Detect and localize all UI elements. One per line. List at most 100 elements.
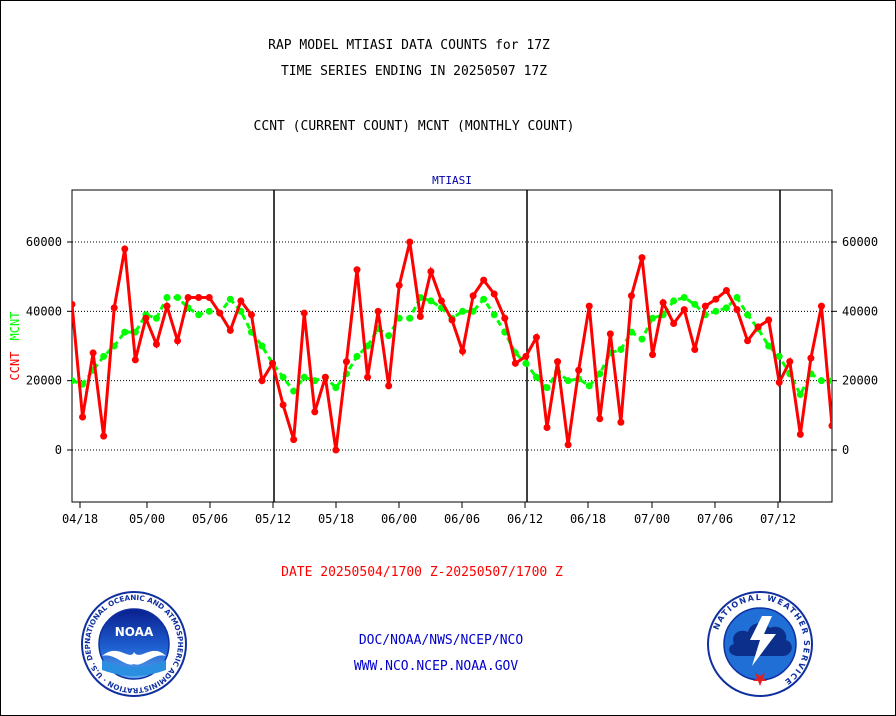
point-ccnt	[627, 292, 635, 300]
point-ccnt	[532, 333, 540, 341]
point-ccnt	[121, 245, 129, 253]
chart-title-line1: RAP MODEL MTIASI DATA COUNTS for 17Z	[268, 38, 550, 53]
point-ccnt	[701, 302, 709, 310]
point-ccnt	[680, 306, 688, 314]
point-mcnt	[712, 307, 720, 315]
point-ccnt	[617, 418, 625, 426]
point-mcnt	[258, 342, 266, 350]
point-ccnt	[300, 309, 308, 317]
point-mcnt	[733, 293, 741, 301]
point-ccnt	[585, 302, 593, 310]
point-mcnt	[765, 342, 773, 350]
point-mcnt	[163, 293, 171, 301]
series-line-ccnt	[72, 241, 832, 451]
point-ccnt	[79, 413, 87, 421]
point-mcnt	[522, 359, 530, 367]
y-tick-label-right: 60000	[842, 235, 878, 249]
point-ccnt	[427, 267, 435, 275]
point-ccnt	[459, 347, 467, 355]
x-tick-label: 07/06	[697, 512, 733, 526]
point-ccnt	[131, 356, 139, 364]
point-ccnt	[290, 436, 298, 444]
point-ccnt	[247, 311, 255, 319]
point-mcnt	[564, 377, 572, 385]
point-ccnt	[258, 377, 266, 385]
point-ccnt	[765, 316, 773, 324]
point-mcnt	[100, 352, 108, 360]
point-ccnt	[364, 373, 372, 381]
point-ccnt	[744, 337, 752, 345]
point-mcnt	[427, 297, 435, 305]
point-ccnt	[374, 307, 382, 315]
plot-title: MTIASI	[432, 174, 472, 187]
point-ccnt	[279, 401, 287, 409]
point-ccnt	[712, 295, 720, 303]
ylabel-ccnt: CCNT	[8, 352, 22, 381]
point-ccnt	[237, 297, 245, 305]
x-tick-label: 06/12	[507, 512, 543, 526]
point-mcnt	[226, 295, 234, 303]
point-ccnt	[596, 415, 604, 423]
point-ccnt	[448, 316, 456, 324]
y-tick-label-right: 0	[842, 443, 849, 457]
point-ccnt	[754, 323, 762, 331]
point-mcnt	[680, 293, 688, 301]
point-ccnt	[670, 319, 678, 327]
noaa-label: NOAA	[115, 625, 154, 639]
y-tick-label-left: 40000	[26, 304, 62, 318]
point-ccnt	[321, 373, 329, 381]
x-tick-label: 05/06	[192, 512, 228, 526]
point-ccnt	[416, 313, 424, 321]
point-mcnt	[121, 328, 129, 336]
point-mcnt	[332, 384, 340, 392]
x-tick-label: 06/00	[381, 512, 417, 526]
point-ccnt	[353, 266, 361, 274]
point-mcnt	[744, 311, 752, 319]
point-mcnt	[279, 373, 287, 381]
x-tick-label: 04/18	[62, 512, 98, 526]
x-tick-label: 06/18	[570, 512, 606, 526]
x-tick-label: 05/18	[318, 512, 354, 526]
point-ccnt	[163, 302, 171, 310]
point-ccnt	[469, 292, 477, 300]
point-ccnt	[786, 358, 794, 366]
point-ccnt	[522, 352, 530, 360]
point-ccnt	[511, 359, 519, 367]
point-mcnt	[596, 370, 604, 378]
point-mcnt	[353, 352, 361, 360]
plot-border	[71, 189, 833, 503]
point-mcnt	[385, 332, 393, 340]
noaa-logo-icon: NATIONAL OCEANIC AND ATMOSPHERIC ADMINIS…	[80, 590, 187, 697]
chart-title-line2: TIME SERIES ENDING IN 20250507 17Z	[280, 64, 548, 79]
x-tick-label: 07/00	[634, 512, 670, 526]
point-ccnt	[575, 366, 583, 374]
point-mcnt	[406, 314, 414, 322]
point-mcnt	[691, 300, 699, 308]
point-mcnt	[543, 384, 551, 392]
point-ccnt	[406, 238, 414, 246]
point-mcnt	[290, 387, 298, 395]
point-ccnt	[437, 297, 445, 305]
point-mcnt	[817, 377, 825, 385]
point-ccnt	[195, 293, 203, 301]
point-ccnt	[501, 314, 509, 322]
point-ccnt	[691, 345, 699, 353]
point-ccnt	[775, 378, 783, 386]
point-ccnt	[72, 300, 76, 308]
point-ccnt	[100, 432, 108, 440]
point-ccnt	[543, 423, 551, 431]
point-mcnt	[649, 314, 657, 322]
point-mcnt	[722, 304, 730, 312]
point-mcnt	[174, 293, 182, 301]
y-tick-label-right: 40000	[842, 304, 878, 318]
point-mcnt	[300, 373, 308, 381]
point-ccnt	[564, 441, 572, 449]
footer-url-link[interactable]: WWW.NCO.NCEP.NOAA.GOV	[353, 659, 519, 674]
x-tick-label: 06/06	[444, 512, 480, 526]
point-ccnt	[638, 254, 646, 262]
y-tick-label-left: 0	[55, 443, 62, 457]
point-mcnt	[775, 352, 783, 360]
y-tick-label-right: 20000	[842, 374, 878, 388]
ylabel-mcnt: MCNT	[8, 312, 22, 341]
